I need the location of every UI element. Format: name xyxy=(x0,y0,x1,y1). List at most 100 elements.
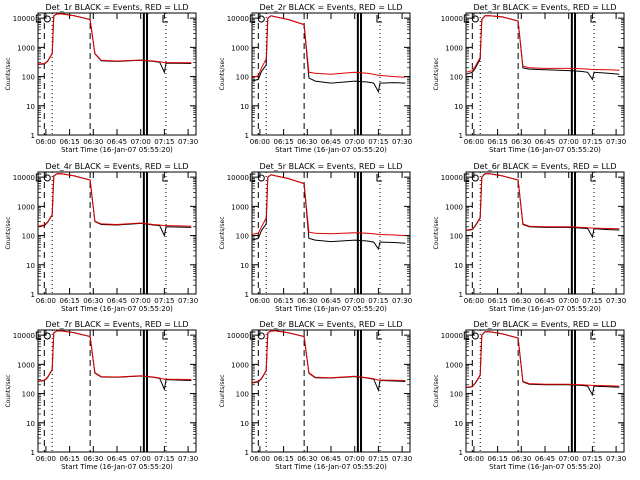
x-tick-label: 06:30 xyxy=(297,138,317,146)
events-series-line xyxy=(37,330,192,392)
detector-panel: Det_4r BLACK = Events, RED = LLD 1 10 100 10… xyxy=(5,162,198,313)
x-tick-label: 07:00 xyxy=(131,138,151,146)
y-tick-label: 100 xyxy=(236,233,249,241)
x-tick-label: 07:00 xyxy=(345,297,365,305)
y-tick-label: 1 xyxy=(459,449,463,457)
y-tick-label: 100 xyxy=(22,391,35,399)
x-axis-label: Start Time (16-Jan-07 05:55:20) xyxy=(489,305,601,313)
plot-frame xyxy=(37,12,197,136)
x-tick-label: 07:00 xyxy=(559,297,579,305)
events-series-line xyxy=(251,330,406,392)
x-tick-label: 06:45 xyxy=(107,297,127,305)
x-tick-label: 06:00 xyxy=(36,455,56,463)
x-tick-label: 07:15 xyxy=(154,455,174,463)
events-series-line xyxy=(251,174,406,251)
x-tick-label: 07:15 xyxy=(368,455,388,463)
x-tick-label: 06:30 xyxy=(83,455,103,463)
top-l-mark xyxy=(590,332,596,340)
x-tick-label: 07:00 xyxy=(131,297,151,305)
y-tick-label: 1 xyxy=(245,291,249,299)
detector-panel: Det_3r BLACK = Events, RED = LLD 1 10 100 10… xyxy=(433,3,626,154)
plot-frame xyxy=(465,329,625,453)
top-circle-mark xyxy=(471,332,479,340)
top-circle-mark xyxy=(43,174,51,182)
x-axis-label: Start Time (16-Jan-07 05:55:20) xyxy=(489,463,601,471)
y-tick-label: 1 xyxy=(31,291,35,299)
x-tick-label: 06:45 xyxy=(321,138,341,146)
x-tick-label: 07:30 xyxy=(392,455,412,463)
y-axis-label: Counts/sec xyxy=(5,216,12,249)
x-tick-label: 06:15 xyxy=(274,455,294,463)
y-tick-label: 100 xyxy=(450,74,463,82)
detector-panel: Det_2r BLACK = Events, RED = LLD 1 10 100 10… xyxy=(219,3,412,154)
detector-panel: Det_5r BLACK = Events, RED = LLD 1 10 100 10… xyxy=(219,162,412,313)
y-axis-label: Counts/sec xyxy=(5,374,12,407)
y-tick-label: 1000 xyxy=(17,203,35,211)
panel-title: Det_6r BLACK = Events, RED = LLD xyxy=(473,162,616,171)
y-tick-label: 10 xyxy=(26,262,35,270)
x-tick-label: 07:00 xyxy=(131,455,151,463)
x-tick-label: 07:00 xyxy=(559,455,579,463)
top-bracket-mark xyxy=(249,173,256,182)
panel-title: Det_5r BLACK = Events, RED = LLD xyxy=(259,162,402,171)
x-axis-label: Start Time (16-Jan-07 05:55:20) xyxy=(275,146,387,154)
top-bracket-mark xyxy=(249,331,256,340)
y-axis-label: Counts/sec xyxy=(5,57,12,90)
top-l-mark xyxy=(590,174,596,182)
y-tick-label: 1000 xyxy=(231,44,249,52)
x-tick-label: 07:30 xyxy=(606,297,626,305)
x-tick-label: 07:15 xyxy=(368,138,388,146)
y-tick-label: 1 xyxy=(245,449,249,457)
top-bracket-mark xyxy=(463,14,470,23)
y-axis-label: Counts/sec xyxy=(219,374,226,407)
x-axis-label: Start Time (16-Jan-07 05:55:20) xyxy=(275,305,387,313)
panel-title: Det_8r BLACK = Events, RED = LLD xyxy=(259,320,402,329)
y-axis-label: Counts/sec xyxy=(219,57,226,90)
x-tick-label: 06:45 xyxy=(535,455,555,463)
lld-series-line xyxy=(251,15,406,78)
panel-title: Det_7r BLACK = Events, RED = LLD xyxy=(45,320,188,329)
top-bracket-mark xyxy=(463,331,470,340)
top-circle-mark xyxy=(257,174,265,182)
x-axis-label: Start Time (16-Jan-07 05:55:20) xyxy=(275,463,387,471)
y-tick-label: 10 xyxy=(454,420,463,428)
x-tick-label: 06:30 xyxy=(83,138,103,146)
x-tick-label: 06:15 xyxy=(60,297,80,305)
plot-frame xyxy=(37,329,197,453)
x-tick-label: 06:15 xyxy=(488,455,508,463)
y-tick-label: 1 xyxy=(31,449,35,457)
y-tick-label: 10000 xyxy=(13,332,35,340)
y-axis-label: Counts/sec xyxy=(433,374,440,407)
y-tick-label: 1000 xyxy=(17,44,35,52)
x-tick-label: 06:00 xyxy=(36,138,56,146)
y-tick-label: 1000 xyxy=(445,361,463,369)
x-tick-label: 06:45 xyxy=(535,138,555,146)
x-tick-label: 07:15 xyxy=(582,455,602,463)
x-tick-label: 07:30 xyxy=(178,138,198,146)
y-tick-label: 10 xyxy=(240,420,249,428)
x-axis-label: Start Time (16-Jan-07 05:55:20) xyxy=(61,463,173,471)
top-bracket-mark xyxy=(35,173,42,182)
y-tick-label: 100 xyxy=(236,74,249,82)
y-tick-label: 100 xyxy=(450,233,463,241)
y-tick-label: 1 xyxy=(245,132,249,140)
y-tick-label: 1 xyxy=(459,132,463,140)
y-tick-label: 1 xyxy=(31,132,35,140)
top-l-mark xyxy=(376,15,382,23)
detector-panel: Det_1r BLACK = Events, RED = LLD 1 10 100 10… xyxy=(5,3,198,154)
events-series-line xyxy=(465,15,620,81)
plot-frame xyxy=(465,171,625,295)
y-tick-label: 10000 xyxy=(227,15,249,23)
plot-frame xyxy=(465,12,625,136)
lld-series-line xyxy=(465,173,620,231)
events-series-line xyxy=(251,15,406,94)
y-tick-label: 1 xyxy=(459,291,463,299)
x-tick-label: 06:45 xyxy=(107,138,127,146)
x-tick-label: 07:30 xyxy=(178,455,198,463)
x-tick-label: 06:30 xyxy=(297,297,317,305)
y-tick-label: 10000 xyxy=(227,332,249,340)
top-l-mark xyxy=(162,15,168,23)
x-tick-label: 06:15 xyxy=(488,138,508,146)
x-tick-label: 07:30 xyxy=(178,297,198,305)
x-tick-label: 07:15 xyxy=(582,138,602,146)
